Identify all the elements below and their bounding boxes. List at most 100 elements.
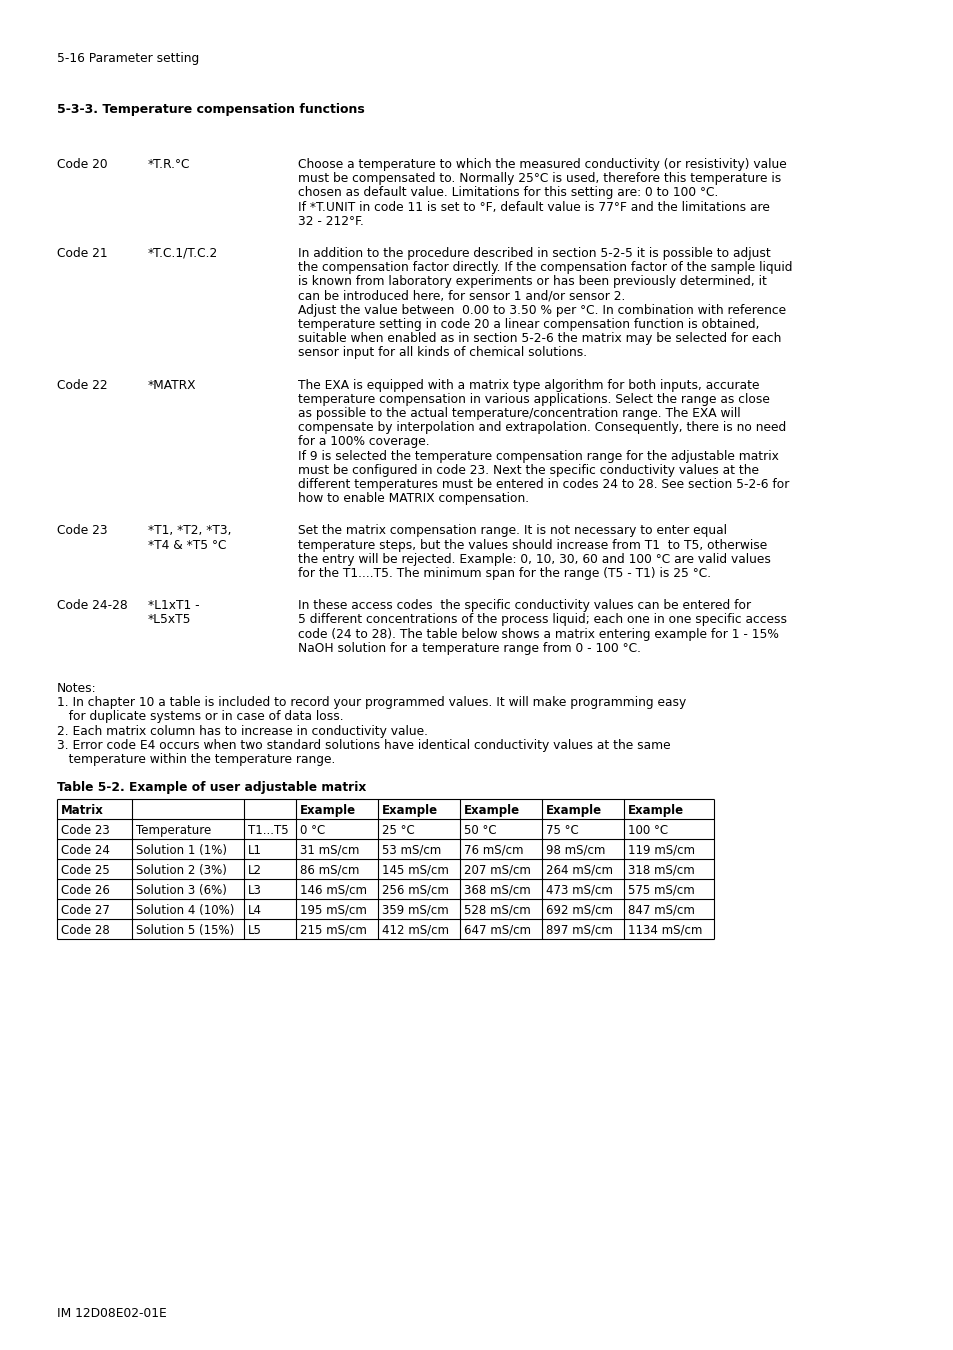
- Text: 75 °C: 75 °C: [545, 824, 578, 837]
- Text: 86 mS/cm: 86 mS/cm: [299, 864, 359, 878]
- Text: 412 mS/cm: 412 mS/cm: [381, 923, 449, 937]
- Text: 847 mS/cm: 847 mS/cm: [627, 904, 694, 917]
- Text: 1134 mS/cm: 1134 mS/cm: [627, 923, 701, 937]
- Text: 25 °C: 25 °C: [381, 824, 415, 837]
- Text: can be introduced here, for sensor 1 and/or sensor 2.: can be introduced here, for sensor 1 and…: [297, 290, 625, 302]
- Text: Example: Example: [299, 803, 355, 817]
- Text: Code 24-28: Code 24-28: [57, 599, 128, 612]
- Text: 897 mS/cm: 897 mS/cm: [545, 923, 612, 937]
- Text: 256 mS/cm: 256 mS/cm: [381, 884, 449, 896]
- Text: 0 °C: 0 °C: [299, 824, 325, 837]
- Text: L2: L2: [248, 864, 262, 878]
- Text: L1: L1: [248, 844, 262, 857]
- Text: Solution 4 (10%): Solution 4 (10%): [136, 904, 234, 917]
- Text: compensate by interpolation and extrapolation. Consequently, there is no need: compensate by interpolation and extrapol…: [297, 421, 785, 435]
- Text: for the T1....T5. The minimum span for the range (T5 - T1) is 25 °C.: for the T1....T5. The minimum span for t…: [297, 567, 710, 580]
- Text: In addition to the procedure described in section 5-2-5 it is possible to adjust: In addition to the procedure described i…: [297, 247, 770, 261]
- Text: 473 mS/cm: 473 mS/cm: [545, 884, 612, 896]
- Text: sensor input for all kinds of chemical solutions.: sensor input for all kinds of chemical s…: [297, 347, 586, 359]
- Text: 146 mS/cm: 146 mS/cm: [299, 884, 367, 896]
- Text: 207 mS/cm: 207 mS/cm: [463, 864, 530, 878]
- Text: 145 mS/cm: 145 mS/cm: [381, 864, 449, 878]
- Text: If 9 is selected the temperature compensation range for the adjustable matrix: If 9 is selected the temperature compens…: [297, 450, 778, 463]
- Text: Solution 1 (1%): Solution 1 (1%): [136, 844, 227, 857]
- Text: different temperatures must be entered in codes 24 to 28. See section 5-2-6 for: different temperatures must be entered i…: [297, 478, 788, 491]
- Text: NaOH solution for a temperature range from 0 - 100 °C.: NaOH solution for a temperature range fr…: [297, 641, 640, 655]
- Text: 5-16 Parameter setting: 5-16 Parameter setting: [57, 53, 199, 65]
- Text: temperature within the temperature range.: temperature within the temperature range…: [57, 753, 335, 765]
- Text: 215 mS/cm: 215 mS/cm: [299, 923, 367, 937]
- Text: temperature setting in code 20 a linear compensation function is obtained,: temperature setting in code 20 a linear …: [297, 319, 759, 331]
- Text: L4: L4: [248, 904, 262, 917]
- Text: Solution 2 (3%): Solution 2 (3%): [136, 864, 227, 878]
- Text: *T1, *T2, *T3,: *T1, *T2, *T3,: [148, 524, 232, 537]
- Text: The EXA is equipped with a matrix type algorithm for both inputs, accurate: The EXA is equipped with a matrix type a…: [297, 378, 759, 392]
- Text: is known from laboratory experiments or has been previously determined, it: is known from laboratory experiments or …: [297, 275, 766, 289]
- Text: temperature compensation in various applications. Select the range as close: temperature compensation in various appl…: [297, 393, 769, 406]
- Text: *T4 & *T5 °C: *T4 & *T5 °C: [148, 539, 226, 552]
- Text: Example: Example: [627, 803, 683, 817]
- Text: 368 mS/cm: 368 mS/cm: [463, 884, 530, 896]
- Text: Code 20: Code 20: [57, 158, 108, 171]
- Text: for duplicate systems or in case of data loss.: for duplicate systems or in case of data…: [57, 710, 343, 724]
- Text: must be compensated to. Normally 25°C is used, therefore this temperature is: must be compensated to. Normally 25°C is…: [297, 173, 781, 185]
- Text: 119 mS/cm: 119 mS/cm: [627, 844, 695, 857]
- Text: 3. Error code E4 occurs when two standard solutions have identical conductivity : 3. Error code E4 occurs when two standar…: [57, 738, 670, 752]
- Text: 50 °C: 50 °C: [463, 824, 497, 837]
- Text: 32 - 212°F.: 32 - 212°F.: [297, 215, 363, 228]
- Text: as possible to the actual temperature/concentration range. The EXA will: as possible to the actual temperature/co…: [297, 406, 740, 420]
- Text: 98 mS/cm: 98 mS/cm: [545, 844, 605, 857]
- Text: must be configured in code 23. Next the specific conductivity values at the: must be configured in code 23. Next the …: [297, 464, 759, 477]
- Text: Code 22: Code 22: [57, 378, 108, 392]
- Text: Code 23: Code 23: [61, 824, 110, 837]
- Text: Temperature: Temperature: [136, 824, 211, 837]
- Text: Choose a temperature to which the measured conductivity (or resistivity) value: Choose a temperature to which the measur…: [297, 158, 786, 171]
- Text: *L5xT5: *L5xT5: [148, 613, 192, 626]
- Text: 100 °C: 100 °C: [627, 824, 667, 837]
- Text: IM 12D08E02-01E: IM 12D08E02-01E: [57, 1307, 167, 1320]
- Text: Code 27: Code 27: [61, 904, 110, 917]
- Text: Code 24: Code 24: [61, 844, 110, 857]
- Text: Example: Example: [463, 803, 519, 817]
- Text: 264 mS/cm: 264 mS/cm: [545, 864, 613, 878]
- Text: 1. In chapter 10 a table is included to record your programmed values. It will m: 1. In chapter 10 a table is included to …: [57, 697, 685, 709]
- Text: 2. Each matrix column has to increase in conductivity value.: 2. Each matrix column has to increase in…: [57, 725, 428, 737]
- Text: 5-3-3. Temperature compensation functions: 5-3-3. Temperature compensation function…: [57, 103, 364, 116]
- Text: 5 different concentrations of the process liquid; each one in one specific acces: 5 different concentrations of the proces…: [297, 613, 786, 626]
- Text: Example: Example: [381, 803, 437, 817]
- Text: If *T.UNIT in code 11 is set to °F, default value is 77°F and the limitations ar: If *T.UNIT in code 11 is set to °F, defa…: [297, 201, 769, 213]
- Text: Solution 3 (6%): Solution 3 (6%): [136, 884, 227, 896]
- Text: Set the matrix compensation range. It is not necessary to enter equal: Set the matrix compensation range. It is…: [297, 524, 726, 537]
- Text: 195 mS/cm: 195 mS/cm: [299, 904, 367, 917]
- Text: the compensation factor directly. If the compensation factor of the sample liqui: the compensation factor directly. If the…: [297, 261, 792, 274]
- Text: *T.C.1/T.C.2: *T.C.1/T.C.2: [148, 247, 218, 261]
- Text: 692 mS/cm: 692 mS/cm: [545, 904, 613, 917]
- Text: Code 23: Code 23: [57, 524, 108, 537]
- Text: *L1xT1 -: *L1xT1 -: [148, 599, 199, 612]
- Text: for a 100% coverage.: for a 100% coverage.: [297, 436, 429, 448]
- Text: temperature steps, but the values should increase from T1  to T5, otherwise: temperature steps, but the values should…: [297, 539, 766, 552]
- Text: 53 mS/cm: 53 mS/cm: [381, 844, 441, 857]
- Text: 318 mS/cm: 318 mS/cm: [627, 864, 694, 878]
- Text: Code 21: Code 21: [57, 247, 108, 261]
- Text: Notes:: Notes:: [57, 682, 96, 695]
- Text: Solution 5 (15%): Solution 5 (15%): [136, 923, 234, 937]
- Text: suitable when enabled as in section 5-2-6 the matrix may be selected for each: suitable when enabled as in section 5-2-…: [297, 332, 781, 346]
- Text: T1...T5: T1...T5: [248, 824, 289, 837]
- Text: 528 mS/cm: 528 mS/cm: [463, 904, 530, 917]
- Text: Table 5-2. Example of user adjustable matrix: Table 5-2. Example of user adjustable ma…: [57, 782, 366, 794]
- Text: *MATRX: *MATRX: [148, 378, 196, 392]
- Text: how to enable MATRIX compensation.: how to enable MATRIX compensation.: [297, 493, 529, 505]
- Text: Adjust the value between  0.00 to 3.50 % per °C. In combination with reference: Adjust the value between 0.00 to 3.50 % …: [297, 304, 785, 317]
- Text: 575 mS/cm: 575 mS/cm: [627, 884, 694, 896]
- Text: the entry will be rejected. Example: 0, 10, 30, 60 and 100 °C are valid values: the entry will be rejected. Example: 0, …: [297, 552, 770, 566]
- Text: 359 mS/cm: 359 mS/cm: [381, 904, 448, 917]
- Text: L3: L3: [248, 884, 262, 896]
- Text: Code 28: Code 28: [61, 923, 110, 937]
- Text: Matrix: Matrix: [61, 803, 104, 817]
- Text: 31 mS/cm: 31 mS/cm: [299, 844, 359, 857]
- Text: chosen as default value. Limitations for this setting are: 0 to 100 °C.: chosen as default value. Limitations for…: [297, 186, 718, 200]
- Text: 76 mS/cm: 76 mS/cm: [463, 844, 523, 857]
- Text: In these access codes  the specific conductivity values can be entered for: In these access codes the specific condu…: [297, 599, 750, 612]
- Text: L5: L5: [248, 923, 262, 937]
